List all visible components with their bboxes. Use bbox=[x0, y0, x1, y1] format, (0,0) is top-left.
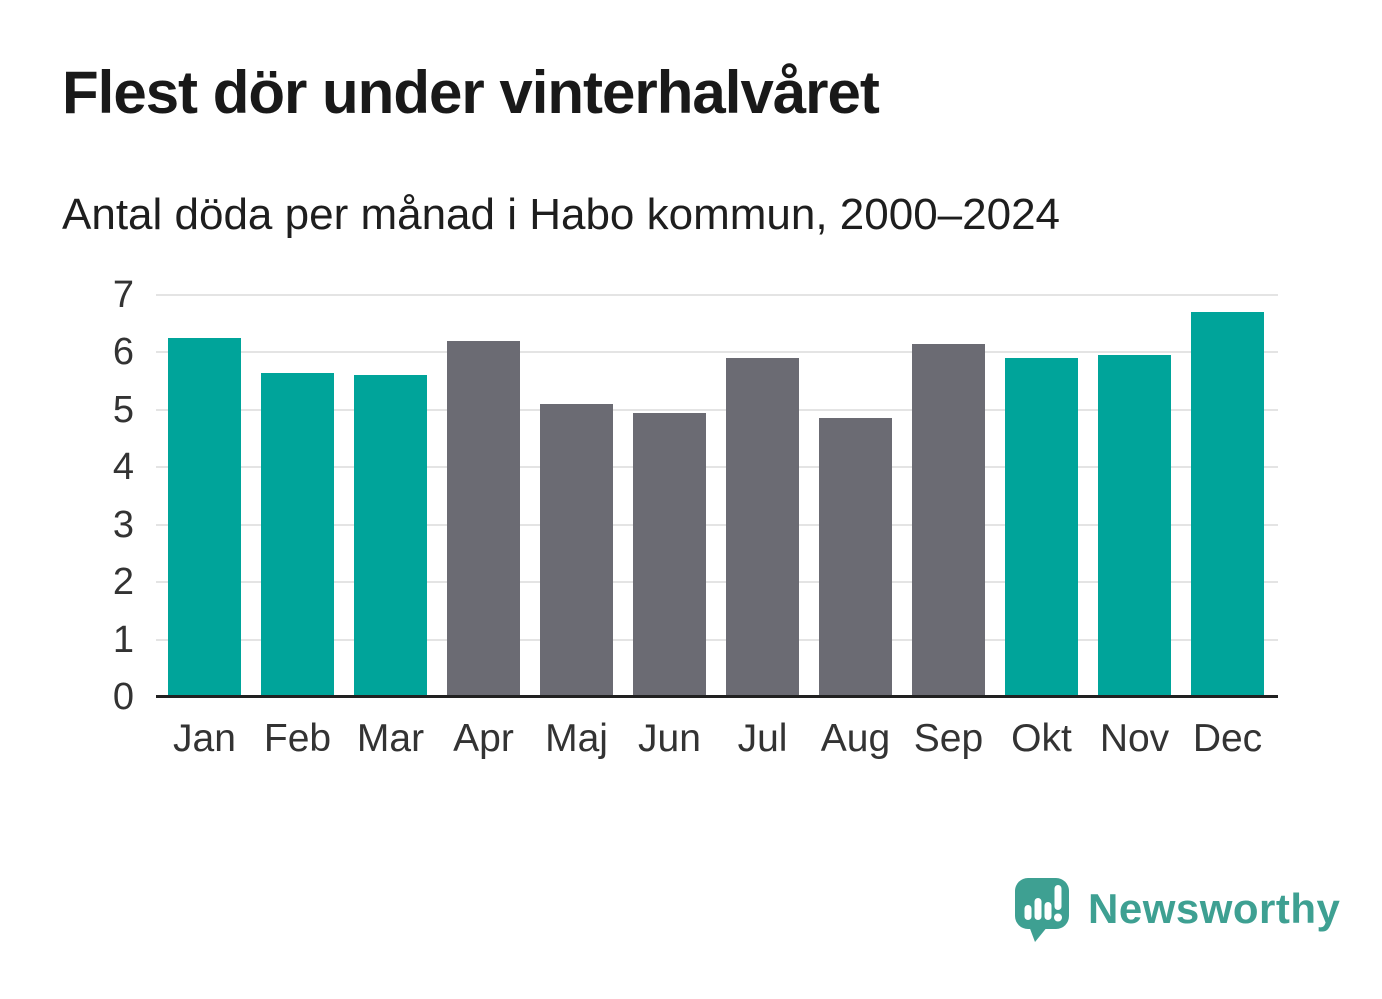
x-tick-label-jan: Jan bbox=[173, 717, 236, 760]
x-tick-label-sep: Sep bbox=[913, 717, 984, 760]
y-tick-label-7: 7 bbox=[112, 274, 134, 316]
x-axis-line bbox=[156, 695, 1278, 698]
gridline-3 bbox=[156, 523, 1278, 526]
bar-okt bbox=[1005, 358, 1078, 697]
y-tick-label-1: 1 bbox=[112, 618, 134, 661]
x-tick-label-jun: Jun bbox=[638, 717, 701, 760]
y-tick-label-4: 4 bbox=[112, 446, 134, 489]
gridline-1 bbox=[156, 638, 1278, 641]
bar-jan bbox=[168, 338, 241, 697]
y-tick-label-3: 3 bbox=[112, 503, 134, 546]
gridline-7 bbox=[156, 294, 1278, 296]
y-tick-label-2: 2 bbox=[112, 561, 134, 604]
brand-name: Newsworthy bbox=[1088, 885, 1341, 932]
y-tick-label-5: 5 bbox=[112, 388, 134, 431]
bar-feb bbox=[261, 372, 334, 697]
y-tick-label-6: 6 bbox=[112, 331, 134, 374]
x-tick-label-jul: Jul bbox=[737, 717, 788, 760]
bar-dec bbox=[1191, 312, 1264, 697]
gridline-5 bbox=[156, 408, 1278, 411]
bar-apr bbox=[447, 340, 520, 697]
x-tick-label-feb: Feb bbox=[263, 717, 332, 760]
chart-subtitle: Antal döda per månad i Habo kommun, 2000… bbox=[62, 190, 1061, 239]
chart-title: Flest dör under vinterhalvåret bbox=[62, 59, 880, 126]
bar-jul bbox=[726, 358, 799, 697]
gridline-6 bbox=[156, 351, 1278, 354]
x-tick-label-aug: Aug bbox=[820, 717, 891, 760]
bar-nov bbox=[1098, 355, 1171, 697]
x-tick-label-dec: Dec bbox=[1192, 717, 1263, 760]
x-tick-label-apr: Apr bbox=[453, 717, 514, 760]
x-tick-label-maj: Maj bbox=[545, 717, 608, 760]
plot-area bbox=[156, 294, 1278, 698]
bar-aug bbox=[819, 418, 892, 697]
bar-maj bbox=[540, 404, 613, 697]
brand-footer: Newsworthy bbox=[1010, 876, 1340, 942]
bar-jun bbox=[633, 412, 706, 697]
bar-sep bbox=[912, 343, 985, 697]
gridline-4 bbox=[156, 466, 1278, 469]
x-tick-label-okt: Okt bbox=[1011, 717, 1072, 760]
newsworthy-logo-icon bbox=[1015, 878, 1069, 942]
gridline-2 bbox=[156, 581, 1278, 584]
x-tick-label-mar: Mar bbox=[356, 717, 425, 760]
bar-mar bbox=[354, 375, 427, 697]
x-tick-label-nov: Nov bbox=[1099, 717, 1170, 760]
y-tick-label-0: 0 bbox=[112, 676, 134, 718]
